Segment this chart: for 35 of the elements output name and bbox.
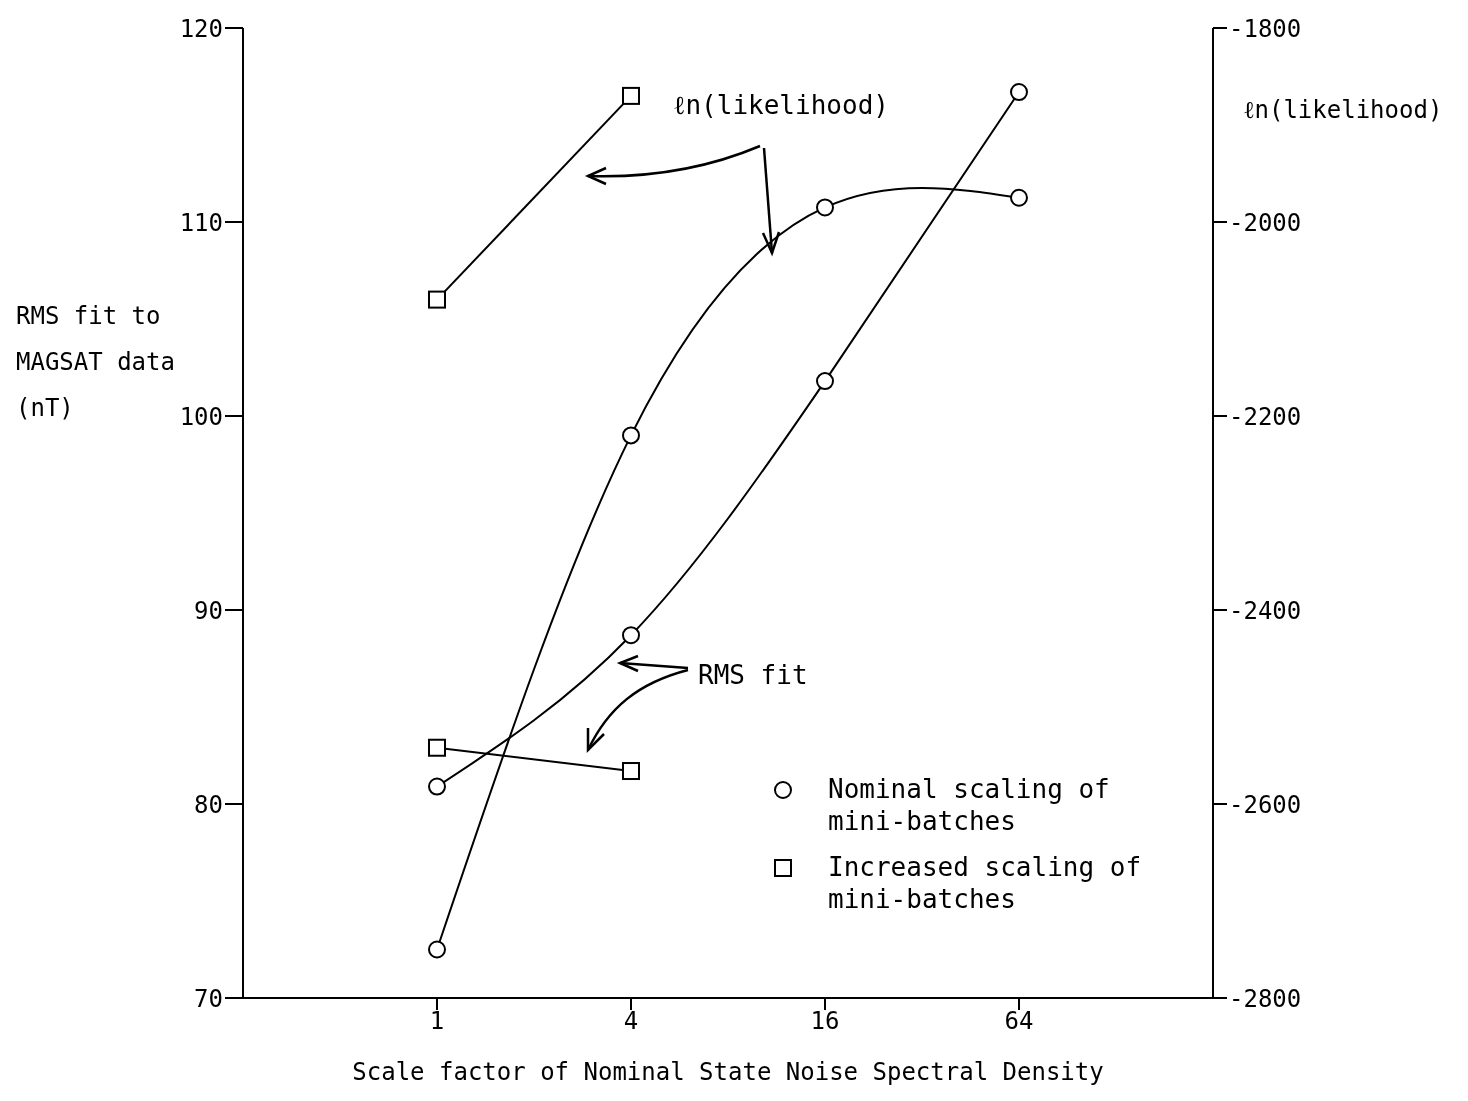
y-tick-label: 120 xyxy=(179,14,223,43)
y2-tick-label: -2800 xyxy=(1229,984,1302,1013)
legend-label: Nominal scaling of mini-batches xyxy=(828,773,1111,837)
point xyxy=(622,762,640,781)
legend-label: Increased scaling of mini-batches xyxy=(828,851,1143,915)
point xyxy=(1010,83,1028,102)
y2-tick-label: -2000 xyxy=(1229,208,1302,237)
point xyxy=(816,372,834,391)
y2-tick-label: -2200 xyxy=(1229,402,1302,431)
point xyxy=(622,426,640,445)
y2-tick-label: -1800 xyxy=(1229,14,1302,43)
point xyxy=(428,777,446,796)
y-tick-label: 110 xyxy=(179,208,223,237)
point xyxy=(428,290,446,309)
annotation: RMS fit xyxy=(698,660,808,690)
y-tick-label: 80 xyxy=(194,790,223,819)
point xyxy=(622,86,640,105)
y-axis-title: RMS fit to MAGSAT data (nT) xyxy=(16,302,175,422)
point xyxy=(428,940,446,959)
y-tick-label: 100 xyxy=(179,402,223,431)
y-tick-label: 70 xyxy=(194,984,223,1013)
x-tick-label: 64 xyxy=(1004,1007,1034,1036)
y2-axis-title: ℓn(likelihood) xyxy=(1243,96,1443,124)
annotation: ℓn(likelihood) xyxy=(673,90,889,121)
point xyxy=(1010,188,1028,207)
x-tick-label: 16 xyxy=(810,1007,840,1036)
y2-tick-label: -2400 xyxy=(1229,596,1302,625)
y-tick-label: 90 xyxy=(194,596,223,625)
x-tick-label: 1 xyxy=(429,1007,445,1036)
point xyxy=(428,738,446,757)
x-axis-title: Scale factor of Nominal State Noise Spectral Density xyxy=(352,1058,1104,1086)
y2-tick-label: -2600 xyxy=(1229,790,1302,819)
point xyxy=(816,198,834,217)
point xyxy=(622,626,640,645)
x-tick-label: 4 xyxy=(623,1007,639,1036)
